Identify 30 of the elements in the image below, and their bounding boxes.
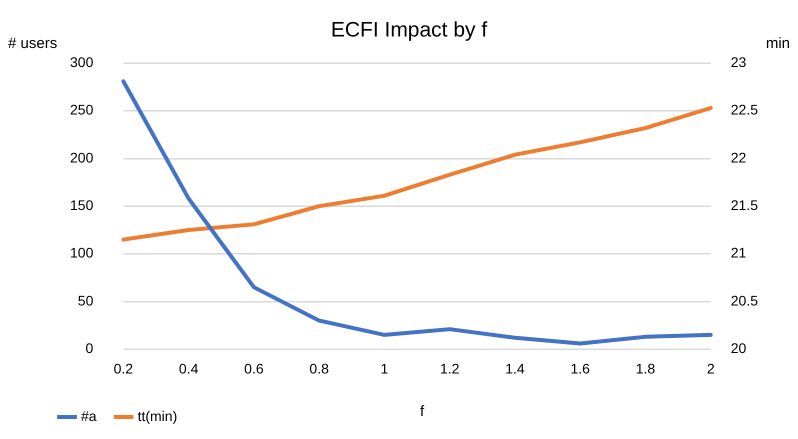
y2-tick-label: 21.5 <box>730 197 758 214</box>
y2-axis-title: min <box>766 34 790 52</box>
y-tick-label: 150 <box>70 197 94 214</box>
x-tick-label: 1.6 <box>570 360 590 376</box>
y2-tick-label: 20.5 <box>730 292 758 308</box>
y-tick-label: 250 <box>70 102 94 118</box>
y-tick-label: 300 <box>70 54 94 70</box>
x-tick-label: 1.4 <box>505 360 525 376</box>
y2-tick-label: 22 <box>730 149 747 166</box>
y-tick-label: 50 <box>78 292 94 308</box>
y-axis-title: # users <box>8 34 58 52</box>
x-tick-label: 1.2 <box>440 360 460 376</box>
y2-tick-label: 23 <box>730 54 747 70</box>
legend-label: tt(min) <box>138 408 178 424</box>
legend-label: #a <box>81 408 97 424</box>
x-tick-label: 2 <box>706 360 715 376</box>
y-tick-label: 100 <box>70 244 94 261</box>
y2-tick-label: 21 <box>730 244 747 261</box>
x-tick-label: 1.8 <box>636 360 656 376</box>
x-tick-label: 1 <box>380 360 389 376</box>
x-tick-label: 0.4 <box>178 360 199 376</box>
x-tick-label: 0.6 <box>244 360 264 376</box>
y-tick-label: 0 <box>86 340 94 356</box>
x-tick-label: 0.2 <box>114 360 134 376</box>
x-tick-label: 0.8 <box>309 360 330 376</box>
y2-tick-label: 22.5 <box>730 102 758 118</box>
y2-tick-label: 20 <box>730 340 747 356</box>
chart-title: ECFI Impact by f <box>330 18 488 42</box>
y-tick-label: 200 <box>70 149 94 166</box>
x-axis-title: f <box>420 403 425 420</box>
